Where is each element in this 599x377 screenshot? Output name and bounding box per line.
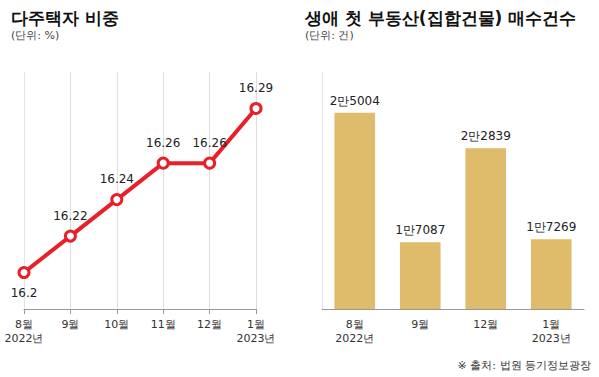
svg-text:생애 첫 부동산(집합건물) 매수건수: 생애 첫 부동산(집합건물) 매수건수 <box>304 8 576 28</box>
svg-text:2022년: 2022년 <box>5 332 44 345</box>
svg-text:1월: 1월 <box>247 318 265 331</box>
svg-text:다주택자 비중: 다주택자 비중 <box>11 8 119 28</box>
svg-text:※ 출처: 법원 등기정보광장: ※ 출처: 법원 등기정보광장 <box>458 359 591 372</box>
svg-text:12월: 12월 <box>197 318 222 331</box>
svg-text:(단위: %): (단위: %) <box>11 29 59 42</box>
svg-text:16.2: 16.2 <box>11 286 38 300</box>
svg-text:8월: 8월 <box>346 318 364 331</box>
svg-text:2023년: 2023년 <box>237 332 276 345</box>
svg-text:16.24: 16.24 <box>100 172 134 186</box>
svg-text:16.29: 16.29 <box>239 81 273 95</box>
svg-text:2023년: 2023년 <box>532 332 571 345</box>
svg-text:12월: 12월 <box>473 318 498 331</box>
svg-text:2만2839: 2만2839 <box>461 129 511 143</box>
svg-text:2만5004: 2만5004 <box>330 94 380 108</box>
svg-text:1월: 1월 <box>542 318 560 331</box>
svg-text:16.26: 16.26 <box>192 136 226 150</box>
svg-text:2022년: 2022년 <box>335 332 374 345</box>
svg-text:1만7087: 1만7087 <box>395 223 445 237</box>
svg-text:16.22: 16.22 <box>53 209 87 223</box>
svg-text:9월: 9월 <box>61 318 79 331</box>
svg-text:16.26: 16.26 <box>146 136 180 150</box>
svg-text:1만7269: 1만7269 <box>526 220 576 234</box>
svg-text:11월: 11월 <box>151 318 176 331</box>
svg-text:8월: 8월 <box>15 318 33 331</box>
svg-text:9월: 9월 <box>411 318 429 331</box>
svg-text:(단위: 건): (단위: 건) <box>305 29 354 42</box>
svg-text:10월: 10월 <box>104 318 129 331</box>
